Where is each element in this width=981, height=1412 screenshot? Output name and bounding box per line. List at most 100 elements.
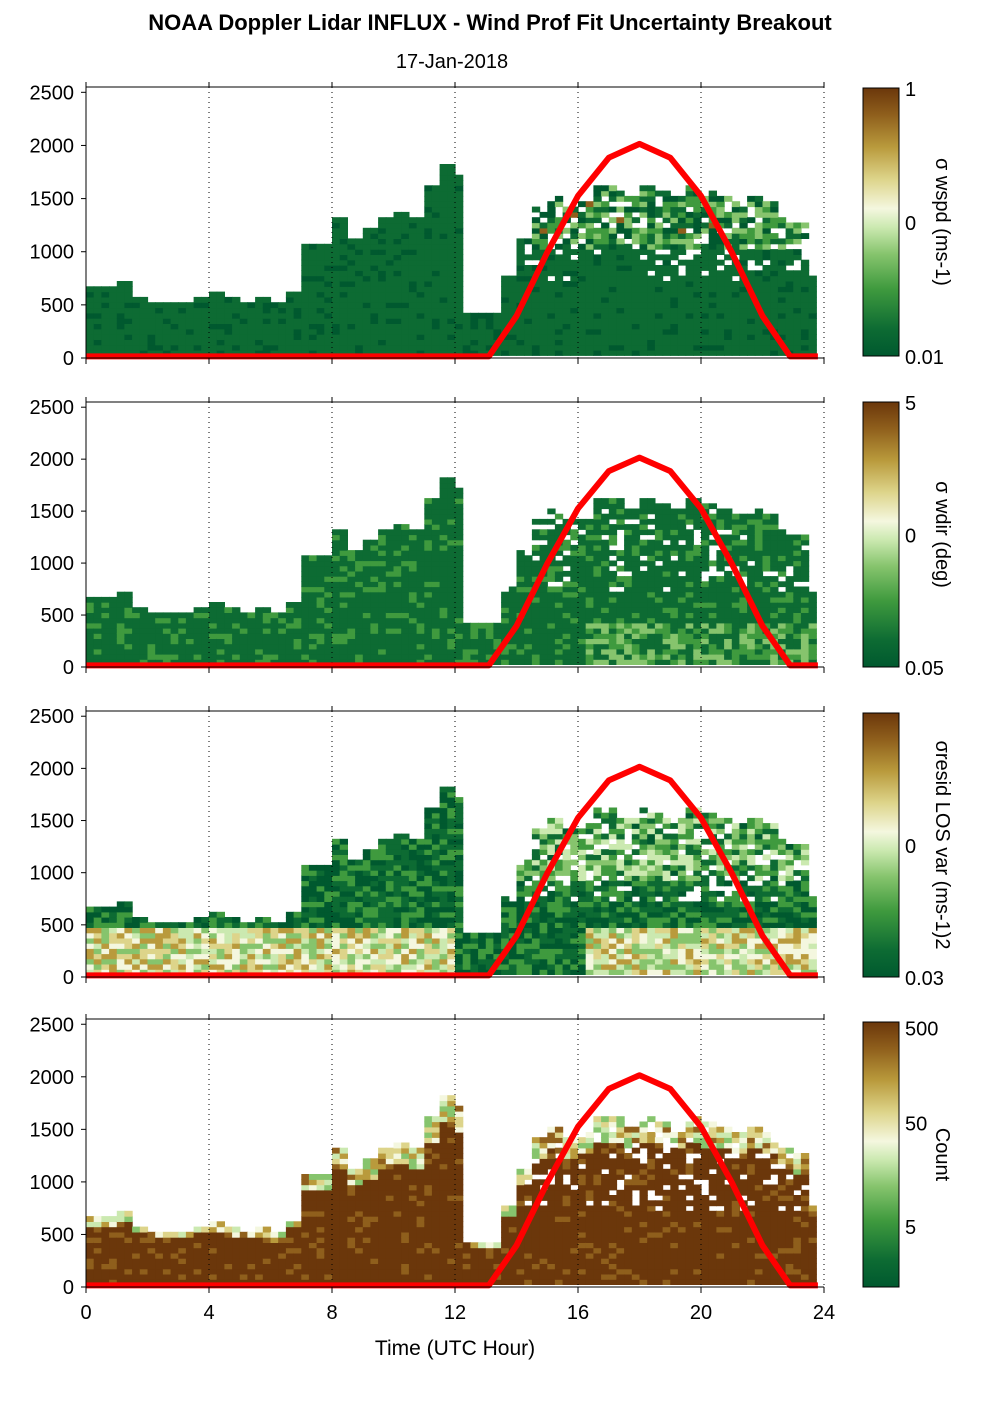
heatmap-cell (601, 211, 610, 218)
heatmap-cell (116, 969, 126, 975)
heatmap-cell (255, 628, 264, 634)
heatmap-cell (378, 259, 387, 266)
heatmap-cell (685, 518, 694, 525)
heatmap-cell (570, 602, 579, 608)
heatmap-cell (185, 932, 195, 939)
heatmap-cell (447, 927, 456, 934)
heatmap-cell (754, 259, 764, 266)
heatmap-cell (693, 201, 702, 208)
heatmap-cell (378, 864, 387, 871)
heatmap-cell (408, 286, 418, 293)
heatmap-cell (347, 633, 356, 639)
heatmap-cell (116, 633, 126, 639)
heatmap-cell (777, 296, 787, 303)
heatmap-cell (185, 969, 195, 975)
heatmap-cell (508, 328, 518, 335)
heatmap-cell (731, 243, 741, 250)
heatmap-cell (370, 586, 379, 593)
heatmap-cell (170, 948, 179, 955)
heatmap-cell (800, 302, 810, 309)
heatmap-cell (685, 344, 694, 351)
heatmap-cell (777, 539, 787, 546)
heatmap-cell (109, 339, 118, 346)
heatmap-cell (624, 596, 633, 603)
heatmap-cell (308, 648, 318, 655)
heatmap-cell (424, 560, 433, 567)
heatmap-cell (393, 838, 402, 845)
heatmap-cell (455, 880, 464, 887)
heatmap-cell (631, 296, 641, 303)
heatmap-cell (685, 233, 694, 239)
heatmap-cell (447, 617, 456, 624)
heatmap-cell (685, 265, 694, 271)
heatmap-cell (416, 254, 425, 261)
heatmap-cell (793, 227, 802, 234)
heatmap-cell (385, 344, 395, 351)
heatmap-cell (508, 350, 518, 356)
heatmap-cell (316, 323, 325, 330)
heatmap-cell (139, 643, 149, 650)
heatmap-cell (808, 659, 817, 665)
heatmap-cell (308, 334, 318, 340)
heatmap-cell (93, 596, 102, 603)
heatmap-cell (431, 628, 441, 634)
heatmap-cell (439, 185, 448, 192)
heatmap-cell (793, 291, 802, 298)
heatmap-cell (255, 339, 264, 346)
heatmap-cell (547, 596, 556, 603)
heatmap-cell (631, 201, 641, 208)
heatmap-cell (631, 550, 641, 556)
heatmap-cell (385, 648, 395, 655)
heatmap-cell (578, 243, 587, 250)
heatmap-cell (677, 596, 687, 603)
heatmap-cell (524, 270, 533, 277)
heatmap-cell (262, 339, 272, 346)
heatmap-cell (547, 254, 556, 261)
heatmap-cell (324, 875, 333, 882)
heatmap-cell (193, 628, 202, 634)
heatmap-cell (439, 932, 448, 939)
heatmap-cell (101, 607, 110, 613)
heatmap-cell (316, 958, 325, 965)
heatmap-cell (247, 953, 256, 960)
heatmap-cell (378, 328, 387, 335)
heatmap-cell (731, 286, 741, 293)
heatmap-cell (162, 927, 172, 934)
heatmap-cell (724, 265, 733, 271)
heatmap-cell (255, 638, 264, 645)
heatmap-cell (455, 498, 464, 504)
heatmap-cell (232, 633, 241, 639)
heatmap-cell (616, 259, 625, 266)
heatmap-cell (424, 969, 433, 975)
heatmap-cell (455, 487, 464, 494)
heatmap-cell (362, 964, 372, 970)
heatmap-cell (370, 633, 379, 639)
heatmap-cell (754, 638, 764, 645)
heatmap-cell (662, 211, 671, 218)
heatmap-cell (608, 312, 618, 319)
heatmap-cell (408, 937, 418, 944)
heatmap-cell (216, 607, 225, 613)
heatmap-cell (800, 596, 810, 603)
heatmap-cell (301, 270, 310, 277)
heatmap-cell (770, 206, 779, 213)
heatmap-cell (516, 565, 525, 572)
heatmap-cell (693, 286, 702, 293)
heatmap-cell (132, 654, 141, 660)
heatmap-cell (339, 307, 348, 314)
heatmap-cell (347, 648, 356, 655)
heatmap-cell (501, 659, 510, 665)
heatmap-cell (516, 948, 525, 955)
heatmap-cell (185, 302, 195, 309)
heatmap-cell (693, 302, 702, 309)
heatmap-cell (232, 622, 241, 629)
heatmap-cell (731, 617, 741, 624)
heatmap-cell (431, 565, 441, 572)
heatmap-cell (393, 222, 402, 229)
heatmap-cell (285, 654, 295, 660)
heatmap-cell (201, 922, 210, 928)
heatmap-cell (347, 948, 356, 955)
heatmap-cell (800, 555, 810, 562)
heatmap-cell (93, 932, 102, 939)
heatmap-cell (439, 833, 448, 840)
